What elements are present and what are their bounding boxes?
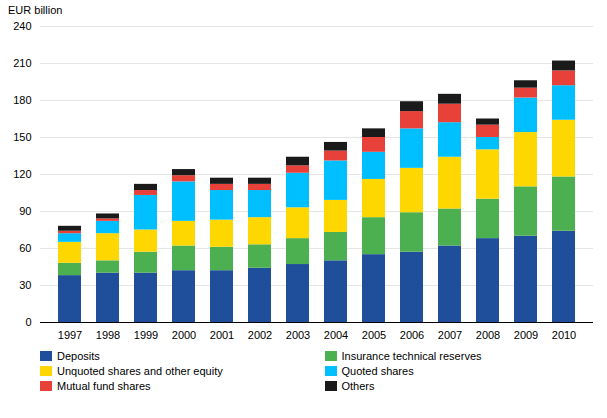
svg-text:2003: 2003 — [286, 329, 310, 341]
html-text:Mutual fund shares: Mutual fund shares — [57, 380, 151, 392]
html-text:EUR billion: EUR billion — [8, 4, 63, 16]
svg-text:2007: 2007 — [438, 329, 462, 341]
svg-text:2008: 2008 — [476, 329, 500, 341]
svg-text:120: 120 — [13, 168, 31, 180]
html-text:Deposits: Deposits — [57, 350, 100, 362]
svg-text:2006: 2006 — [400, 329, 424, 341]
svg-text:60: 60 — [19, 242, 31, 254]
svg-text:2010: 2010 — [552, 329, 576, 341]
svg-text:2005: 2005 — [362, 329, 386, 341]
svg-text:150: 150 — [13, 131, 31, 143]
svg-text:1998: 1998 — [96, 329, 120, 341]
svg-text:240: 240 — [13, 20, 31, 32]
svg-text:0: 0 — [25, 316, 31, 328]
html-text:Unquoted shares and other equi: Unquoted shares and other equity — [57, 365, 223, 377]
svg-text:30: 30 — [19, 279, 31, 291]
html-text:Insurance technical reserves: Insurance technical reserves — [341, 350, 482, 362]
svg-text:2009: 2009 — [514, 329, 538, 341]
svg-text:90: 90 — [19, 205, 31, 217]
svg-text:210: 210 — [13, 57, 31, 69]
html-text:Others: Others — [341, 380, 375, 392]
svg-text:180: 180 — [13, 94, 31, 106]
svg-text:2002: 2002 — [248, 329, 272, 341]
svg-text:2001: 2001 — [210, 329, 234, 341]
svg-text:1997: 1997 — [58, 329, 82, 341]
html-text:Quoted shares: Quoted shares — [341, 365, 414, 377]
svg-text:2004: 2004 — [324, 329, 348, 341]
svg-text:2000: 2000 — [172, 329, 196, 341]
svg-text:1999: 1999 — [134, 329, 158, 341]
